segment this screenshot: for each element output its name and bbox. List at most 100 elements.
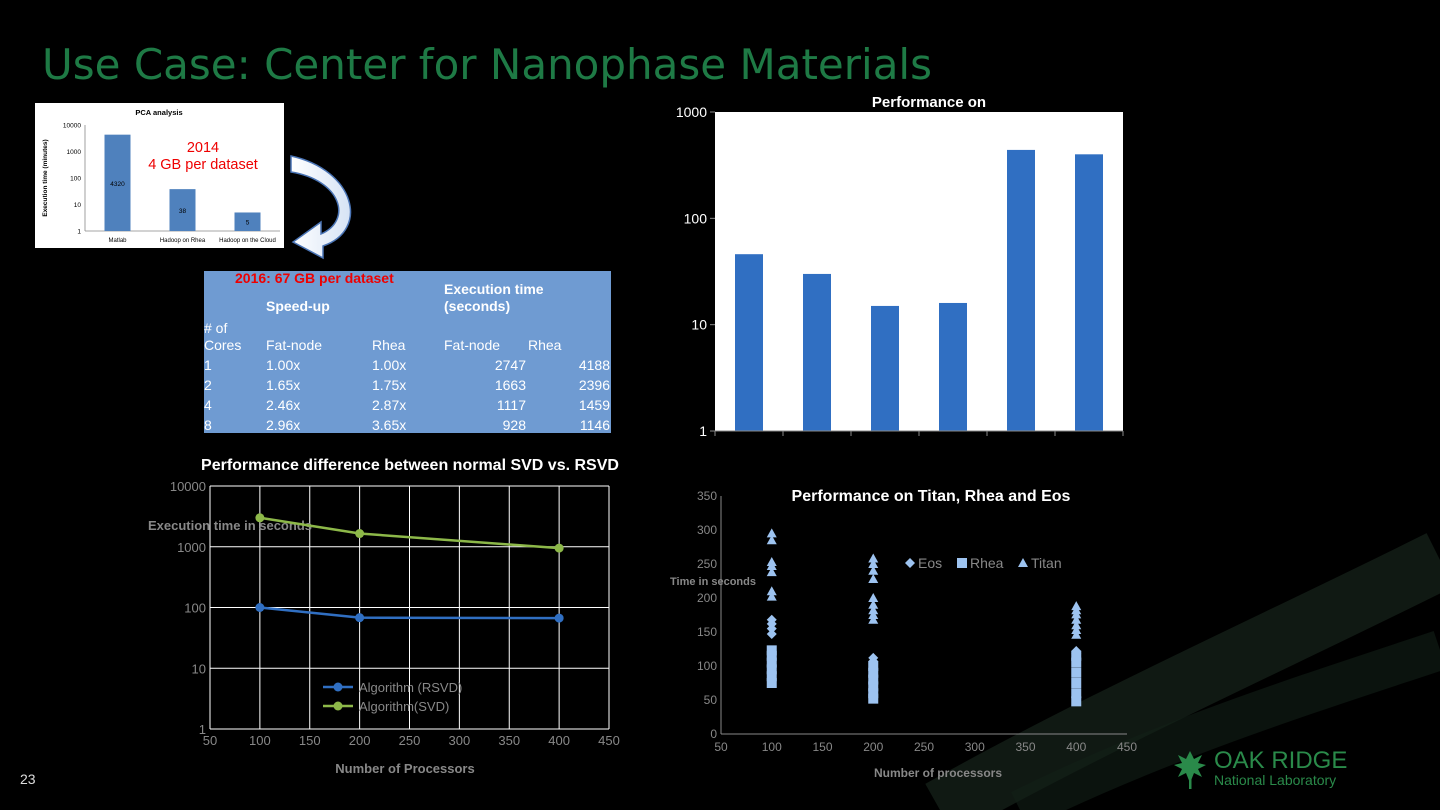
table-cell-t-fat: 1663 [494, 377, 526, 393]
scatter-point-rhea [868, 681, 879, 692]
x-tick-label: 450 [598, 733, 620, 748]
bar [169, 189, 196, 231]
scatter-point-rhea [766, 650, 777, 661]
speedup-rhea-header: Rhea [372, 337, 406, 353]
table-cell-t-fat: 2747 [494, 357, 526, 373]
y-tick-label: 1000 [177, 540, 206, 555]
chart-title: Performance on [872, 94, 986, 111]
bar [735, 254, 763, 431]
bar [803, 273, 831, 431]
scatter-point-rhea [868, 688, 879, 699]
logo-line2: National Laboratory [1214, 772, 1336, 788]
x-tick-label: 150 [812, 740, 832, 754]
y-tick-label: 1 [199, 722, 206, 737]
scatter-point-titan [868, 599, 879, 609]
background-swoosh [925, 533, 1440, 810]
scatter-point-rhea [868, 674, 879, 685]
cores-header-line2: Cores [204, 337, 242, 353]
bar [1075, 154, 1103, 432]
y-axis-label: Execution time in seconds [148, 518, 312, 533]
x-tick-label: 450 [1117, 740, 1137, 754]
legend-marker [1018, 558, 1028, 567]
legend-label: Algorithm (RSVD) [359, 680, 462, 695]
scatter-point-eos [766, 629, 777, 640]
y-axis-label: Execution time (minutes) [42, 139, 49, 216]
scatter-point-titan [868, 614, 879, 624]
y-tick-label: 10 [192, 661, 206, 676]
plot-area [715, 112, 1123, 431]
data-point [554, 613, 564, 623]
y-tick-label: 50 [704, 693, 718, 707]
y-tick-label: 1 [699, 423, 707, 439]
y-tick-label: 300 [697, 523, 717, 537]
table-cell-t-fat: 1117 [496, 397, 526, 413]
y-tick-label: 0 [710, 727, 717, 741]
data-point [255, 513, 265, 523]
scatter-point-rhea [868, 661, 879, 671]
scatter-point-rhea [868, 693, 879, 704]
speedup-table: 2016: 67 GB per dataset Speed-up Executi… [204, 270, 611, 433]
x-tick-label: 50 [714, 740, 728, 754]
logo-line1: OAK RIDGE [1214, 747, 1347, 774]
x-tick-label: 250 [399, 733, 421, 748]
table-cell-t-fat: 928 [502, 417, 526, 433]
table-cell-t-rhea: 2396 [578, 377, 610, 393]
exec-header-line1: Execution time [444, 281, 544, 297]
scatter-point-titan [868, 593, 879, 602]
pca-chart: PCA analysis Execution time (minutes) 1000… [42, 108, 280, 244]
bar-data-label: 38 [179, 208, 187, 215]
bar [104, 134, 131, 231]
scatter-point-titan [766, 586, 777, 596]
scatter-point-titan [1071, 629, 1082, 639]
speedup-header: Speed-up [266, 298, 330, 314]
bar-data-label: 4320 [110, 181, 125, 188]
chart-title: Performance on Titan, Rhea and Eos [792, 488, 1071, 505]
oak-leaf-icon [1174, 751, 1206, 789]
cores-header-line1: # of [204, 320, 228, 336]
y-tick-label: 200 [697, 591, 717, 605]
svd-line-chart: Performance difference between normal SV… [148, 457, 620, 776]
legend-label: Eos [918, 555, 942, 571]
bar-data-label: 5 [246, 220, 250, 227]
y-tick-label: 100 [70, 176, 81, 183]
x-tick-label: 200 [863, 740, 883, 754]
speedup-fatnode-header: Fat-node [266, 337, 323, 353]
scatter-point-titan [868, 573, 879, 583]
x-tick-label: 50 [203, 733, 217, 748]
legend-label: Algorithm(SVD) [359, 699, 449, 714]
legend-marker [957, 558, 967, 568]
x-tick-label: 400 [1066, 740, 1086, 754]
y-tick-label: 250 [697, 557, 717, 571]
data-point [355, 613, 365, 623]
scatter-point-rhea [766, 664, 777, 675]
scatter-point-rhea [1071, 657, 1082, 668]
scatter-point-rhea [766, 657, 777, 668]
scatter-point-rhea [766, 671, 777, 682]
x-tick-label: 100 [762, 740, 782, 754]
y-tick-label: 1 [77, 229, 81, 236]
legend-label: Titan [1031, 555, 1062, 571]
chart-title: PCA analysis [135, 108, 182, 117]
legend-marker [905, 558, 915, 568]
y-tick-label: 100 [684, 210, 708, 226]
x-tick-label: 100 [249, 733, 271, 748]
page-number: 23 [20, 771, 36, 787]
bar [871, 305, 899, 431]
scatter-point-titan [1071, 609, 1082, 619]
scatter-point-rhea [766, 678, 777, 688]
x-tick-label: 200 [349, 733, 371, 748]
x-tick-label: 350 [498, 733, 520, 748]
x-tick-label: 400 [548, 733, 570, 748]
y-tick-label: 350 [697, 489, 717, 503]
y-tick-label: 10000 [170, 479, 206, 494]
legend-marker [333, 701, 343, 711]
scatter-point-rhea [1071, 688, 1082, 699]
scatter-point-rhea [1071, 678, 1082, 688]
x-tick-label: Hadoop on the Cloud [219, 238, 276, 244]
scatter-point-titan [1071, 624, 1082, 634]
slide-title: Use Case: Center for Nanophase Materials [42, 40, 932, 89]
table-cell-t-rhea: 4188 [578, 357, 610, 373]
table-cell-t-rhea: 1459 [578, 397, 610, 413]
x-tick-label: 350 [1015, 740, 1035, 754]
scatter-point-titan [868, 559, 879, 568]
